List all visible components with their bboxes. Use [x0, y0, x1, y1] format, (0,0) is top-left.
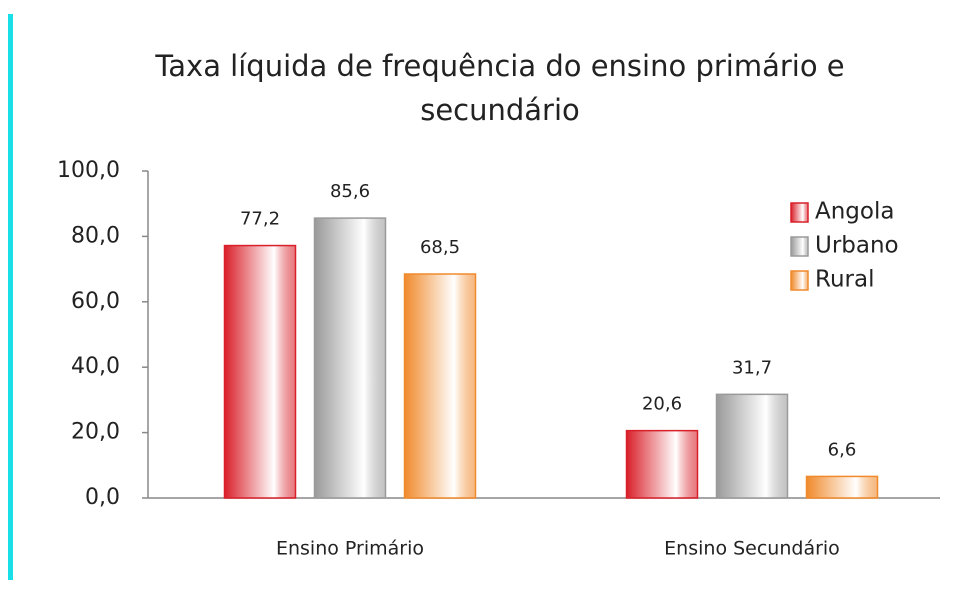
value-label: 85,6: [330, 181, 370, 202]
y-tick-label: 60,0: [71, 289, 120, 314]
y-tick-label: 80,0: [71, 223, 120, 248]
legend-label: Angola: [815, 199, 894, 225]
chart-title: Taxa líquida de frequência do ensino pri…: [155, 49, 845, 127]
bar: [223, 244, 297, 499]
legend-label: Urbano: [815, 233, 899, 259]
legend-swatch: [790, 270, 809, 291]
x-tick-label: Ensino Secundário: [664, 538, 840, 560]
value-label: 20,6: [642, 394, 682, 415]
y-tick-label: 0,0: [85, 485, 120, 510]
value-label: 6,6: [828, 439, 857, 460]
left-border: [8, 14, 13, 580]
bar: [403, 273, 477, 499]
legend-label: Rural: [815, 267, 874, 293]
bar: [715, 393, 789, 499]
value-label: 68,5: [420, 237, 460, 258]
bar: [805, 475, 879, 499]
value-label: 31,7: [732, 357, 772, 378]
bar: [625, 429, 699, 499]
legend-swatch: [790, 202, 809, 223]
bar: [313, 217, 387, 499]
legend-swatch: [790, 236, 809, 257]
y-tick-label: 20,0: [71, 420, 120, 445]
value-label: 77,2: [240, 209, 280, 230]
y-tick-label: 40,0: [71, 354, 120, 379]
x-tick-label: Ensino Primário: [276, 538, 424, 560]
y-tick-label: 100,0: [57, 158, 120, 183]
